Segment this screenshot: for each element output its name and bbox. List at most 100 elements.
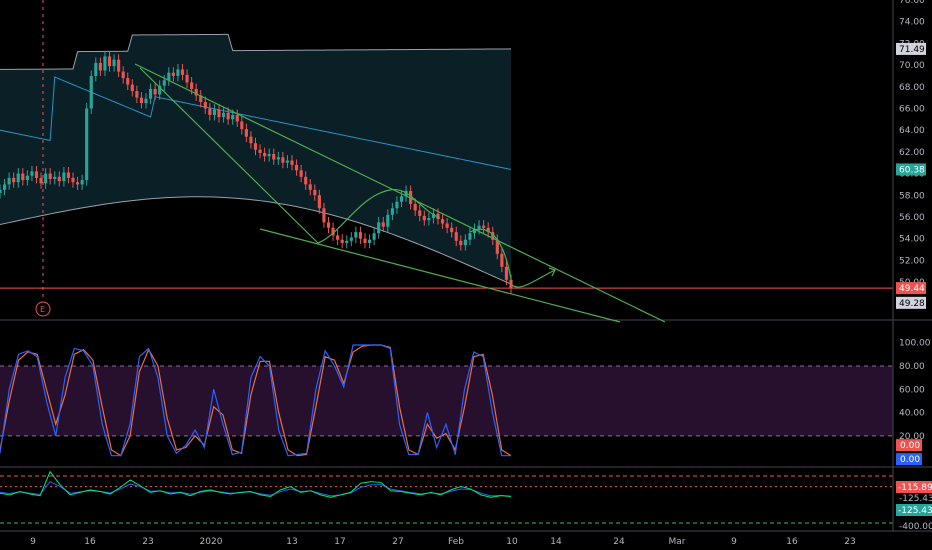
candle-body — [139, 97, 144, 104]
candle-body — [363, 238, 367, 243]
cci-panel[interactable] — [0, 470, 932, 532]
candle-body — [472, 228, 477, 234]
stoch-tick-label: 100.00 — [899, 339, 931, 349]
candle-body — [208, 108, 212, 115]
candle-body — [190, 82, 194, 89]
candle-body — [336, 235, 340, 240]
time-tick-label: 9 — [731, 537, 737, 547]
candle-body — [477, 225, 481, 229]
candle-body — [263, 152, 267, 157]
candle-body — [381, 222, 385, 227]
projection-curve — [469, 228, 556, 288]
cci-badge-label: -125.43 — [898, 506, 932, 516]
event-marker-label: E — [40, 305, 45, 314]
candle-body — [153, 88, 157, 95]
candle-body — [267, 154, 271, 157]
price-tick-label: 54.00 — [899, 235, 925, 245]
candle-body — [436, 213, 440, 220]
candle-body — [107, 56, 112, 67]
candle-body — [440, 219, 445, 224]
candle-body — [418, 210, 422, 216]
stoch-d-line — [0, 344, 512, 457]
candle-body — [422, 215, 426, 221]
candle-body — [413, 203, 417, 211]
stoch-badge — [896, 439, 922, 452]
time-tick-label: 23 — [844, 537, 855, 547]
candle-body — [509, 279, 513, 289]
wedge-upper-trendline — [134, 63, 666, 323]
candle-body — [317, 195, 321, 209]
time-axis[interactable]: 9 16 23 2020 13 17 27 Feb 10 14 24 Mar 9 16 23 — [30, 537, 856, 547]
candle-body — [30, 171, 34, 176]
stoch-tick-label: 60.00 — [899, 385, 925, 395]
time-tick-label: Feb — [448, 537, 464, 547]
candle-body — [235, 114, 239, 122]
candle-body — [500, 253, 504, 267]
candle-body — [94, 62, 98, 76]
price-badge-label: 49.44 — [899, 284, 925, 294]
stoch-tick-label: 40.00 — [899, 409, 925, 419]
candle-body — [294, 164, 299, 171]
stoch-tick-label: 80.00 — [899, 362, 925, 372]
candle-body — [71, 177, 75, 183]
bollinger-lower — [0, 196, 512, 285]
candle-body — [148, 88, 153, 99]
candle-body — [126, 78, 130, 85]
candle-body — [358, 232, 363, 239]
candle-body — [272, 154, 276, 160]
candle-body — [7, 177, 11, 185]
cci-tick-label: -400.00 — [899, 522, 932, 532]
candle-body — [486, 227, 490, 233]
candle-body — [48, 173, 52, 179]
candle-body — [386, 214, 390, 227]
candle-body — [482, 225, 486, 228]
time-tick-label: Mar — [669, 537, 686, 547]
time-tick-label: 14 — [550, 537, 562, 547]
candle-body — [89, 75, 93, 109]
bollinger-middle — [0, 76, 512, 170]
candle-body — [221, 112, 226, 118]
candle-body — [454, 232, 458, 241]
time-tick-label: 27 — [392, 537, 403, 547]
candle-body — [117, 59, 121, 72]
candle-body — [162, 80, 166, 86]
candle-body — [399, 196, 404, 202]
candle-body — [2, 184, 7, 190]
stoch-badge — [896, 453, 922, 466]
candle-body — [331, 227, 335, 236]
candle-body — [290, 160, 294, 165]
time-tick-label: 16 — [786, 537, 798, 547]
candle-body — [491, 232, 495, 240]
candle-body — [112, 59, 116, 67]
candle-body — [144, 98, 148, 104]
price-panel[interactable]: E — [0, 0, 932, 323]
candle-body — [404, 190, 408, 197]
candle-body — [194, 88, 198, 96]
candle-body — [463, 239, 467, 246]
candle-body — [217, 109, 221, 118]
price-tick-label: 52.00 — [899, 256, 925, 266]
price-tick-label: 64.00 — [899, 126, 925, 136]
candle-body — [16, 173, 20, 183]
stoch-badge-label: 0.00 — [900, 455, 920, 465]
candle-body — [121, 71, 125, 79]
candle-body — [62, 172, 66, 182]
event-marker-circle — [35, 301, 51, 317]
candle-body — [231, 114, 235, 120]
candle-body — [75, 182, 80, 185]
time-tick-label: 13 — [286, 537, 297, 547]
price-tick-label: 74.00 — [899, 18, 925, 28]
stochastic-panel[interactable] — [0, 344, 932, 468]
candle-body — [322, 208, 326, 223]
candle-body — [345, 240, 349, 243]
candle-body — [0, 189, 2, 194]
candle-body — [21, 173, 25, 181]
price-badge — [896, 42, 926, 55]
wedge-lower-trendline — [259, 228, 621, 323]
candle-body — [98, 62, 102, 71]
candle-body — [313, 189, 317, 196]
candle-body — [12, 177, 16, 183]
candle-body — [340, 239, 344, 243]
price-axis[interactable]: 76.0074.0072.0070.0068.0066.0064.0062.00… — [892, 0, 932, 532]
